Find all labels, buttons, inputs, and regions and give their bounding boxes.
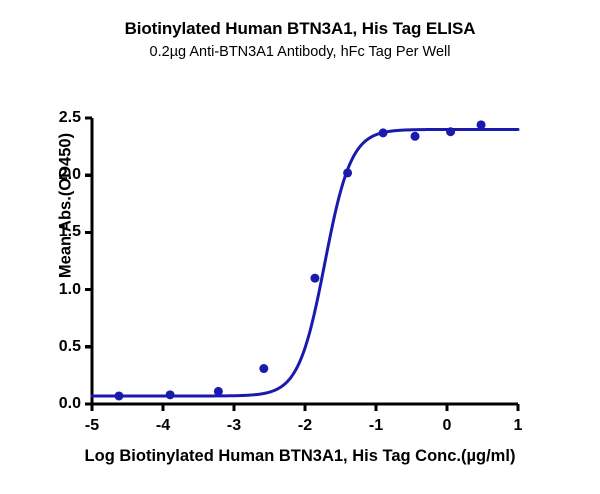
x-axis-tick-label: -4 — [155, 417, 171, 434]
y-axis-tick-label: 0.0 — [58, 395, 81, 412]
chart-title-block: Biotinylated Human BTN3A1, His Tag ELISA… — [0, 18, 600, 63]
x-axis-tick-label: 0 — [442, 417, 452, 434]
chart-subtitle: 0.2µg Anti-BTN3A1 Antibody, hFc Tag Per … — [149, 44, 451, 60]
x-axis-tick-label: -2 — [297, 417, 313, 434]
data-point-marker — [343, 168, 353, 178]
y-axis-tick-label: 1.5 — [58, 223, 81, 241]
data-point-marker — [476, 120, 486, 130]
data-point-marker — [165, 390, 175, 400]
data-point-marker — [310, 273, 320, 283]
data-point-marker — [446, 127, 456, 137]
fit-curve-path — [90, 127, 520, 398]
y-axis-tick-label: 1.0 — [58, 280, 81, 298]
data-points-group — [114, 120, 486, 401]
fit-curve — [90, 127, 520, 398]
data-point-marker — [259, 364, 269, 374]
x-axis-tick-label: -3 — [226, 417, 242, 434]
x-axis-tick-label: 1 — [513, 417, 523, 434]
data-point-marker — [410, 131, 420, 141]
data-point-marker — [213, 386, 223, 396]
y-axis-tick-label: 2.5 — [58, 109, 81, 126]
data-point-marker — [114, 391, 124, 401]
axes-group — [85, 116, 520, 411]
y-axis-tick-label: 2.0 — [58, 166, 81, 184]
page-title: Biotinylated Human BTN3A1, His Tag ELISA — [124, 19, 476, 38]
x-axis-tick-label: -1 — [368, 417, 384, 434]
y-axis-tick-label: 0.5 — [58, 337, 81, 355]
y-axis-title: Mean Abs.(OD450) — [56, 132, 75, 279]
x-axis-tick-label: -5 — [84, 417, 100, 434]
data-point-marker — [378, 128, 388, 138]
x-axis-title: Log Biotinylated Human BTN3A1, His Tag C… — [84, 447, 516, 465]
